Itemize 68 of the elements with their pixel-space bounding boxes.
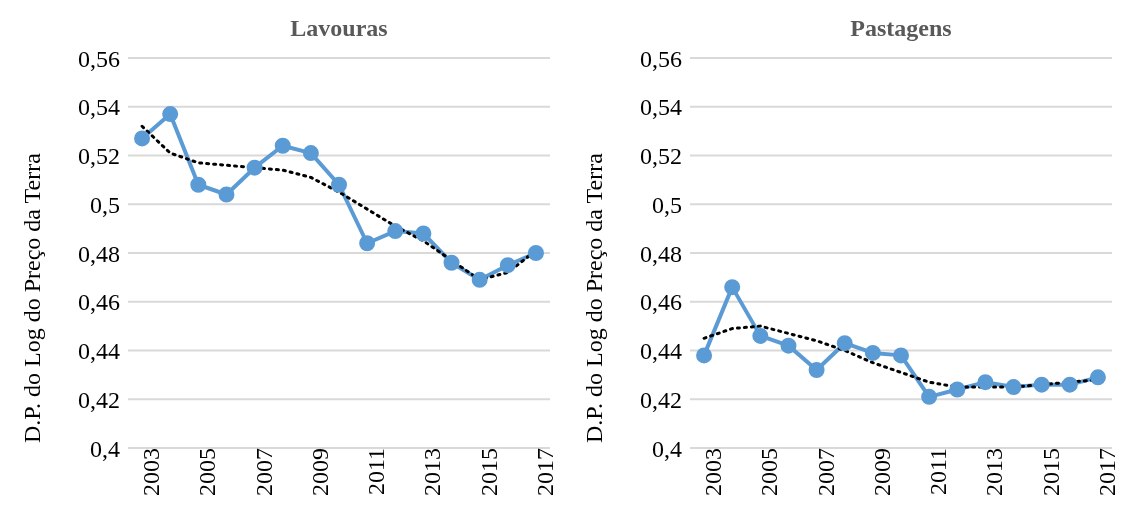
- y-tick-label: 0,46: [640, 289, 682, 316]
- point: [1005, 379, 1022, 396]
- x-tick-label: 2005: [756, 448, 783, 496]
- point: [977, 374, 994, 391]
- x-tick-label: 2005: [194, 448, 221, 496]
- y-tick-label: 0,4: [90, 435, 120, 462]
- point: [527, 245, 544, 261]
- y-tick-label: 0,54: [78, 94, 120, 121]
- point: [836, 335, 853, 352]
- x-tick-label: 2009: [306, 448, 333, 496]
- y-tick-label: 0,56: [640, 45, 682, 72]
- y-tick-label: 0,44: [78, 338, 120, 365]
- x-tick-label: 2009: [868, 448, 895, 496]
- y-tick-label: 0,5: [90, 191, 120, 218]
- point: [949, 381, 966, 398]
- point: [752, 327, 769, 344]
- y-tick-label: 0,54: [640, 94, 682, 121]
- x-tick-label: 2017: [531, 448, 558, 496]
- point: [893, 347, 909, 364]
- y-tick-label: 0,5: [652, 191, 682, 218]
- point: [218, 186, 235, 203]
- x-tick-label: 2017: [1093, 448, 1120, 496]
- point: [162, 106, 179, 123]
- y-tick-label: 0,44: [640, 338, 682, 365]
- y-tick-label: 0,42: [640, 386, 682, 413]
- point: [190, 176, 207, 193]
- point: [331, 176, 347, 193]
- point: [724, 279, 741, 296]
- point: [134, 130, 151, 147]
- x-tick-label: 2007: [812, 448, 839, 496]
- point: [443, 254, 460, 271]
- x-tick-label: 2013: [419, 448, 446, 496]
- point: [499, 257, 516, 274]
- chart-title: Lavouras: [290, 15, 388, 41]
- point: [1061, 376, 1078, 393]
- point: [696, 347, 713, 364]
- y-axis-title: D.P. do Log do Preço da Terra: [18, 152, 45, 443]
- point: [808, 362, 825, 378]
- x-tick-label: 2015: [1037, 448, 1064, 496]
- point: [415, 225, 432, 242]
- point: [359, 235, 376, 252]
- x-tick-label: 2007: [250, 448, 277, 496]
- y-tick-label: 0,42: [78, 386, 120, 413]
- y-tick-label: 0,46: [78, 289, 120, 316]
- point: [921, 388, 938, 405]
- chart-title: Pastagens: [850, 15, 952, 41]
- point: [387, 223, 404, 240]
- y-axis-title: D.P. do Log do Preço da Terra: [580, 152, 607, 443]
- y-tick-label: 0,4: [652, 435, 682, 462]
- x-tick-label: 2013: [981, 448, 1008, 496]
- x-tick-label: 2003: [138, 448, 165, 496]
- y-tick-label: 0,52: [78, 143, 120, 170]
- x-tick-label: 2003: [700, 448, 727, 496]
- point: [1033, 376, 1050, 393]
- y-tick-label: 0,48: [640, 240, 682, 267]
- point: [246, 159, 263, 176]
- x-tick-label: 2011: [925, 448, 952, 496]
- x-tick-label: 2011: [363, 448, 390, 496]
- point: [1089, 369, 1106, 386]
- point: [274, 137, 291, 154]
- point: [864, 344, 881, 361]
- point: [302, 145, 319, 162]
- x-tick-label: 2015: [475, 448, 502, 496]
- y-tick-label: 0,52: [640, 143, 682, 170]
- y-tick-label: 0,56: [78, 45, 120, 72]
- point: [471, 271, 488, 288]
- point: [780, 337, 797, 354]
- y-tick-label: 0,48: [78, 240, 120, 267]
